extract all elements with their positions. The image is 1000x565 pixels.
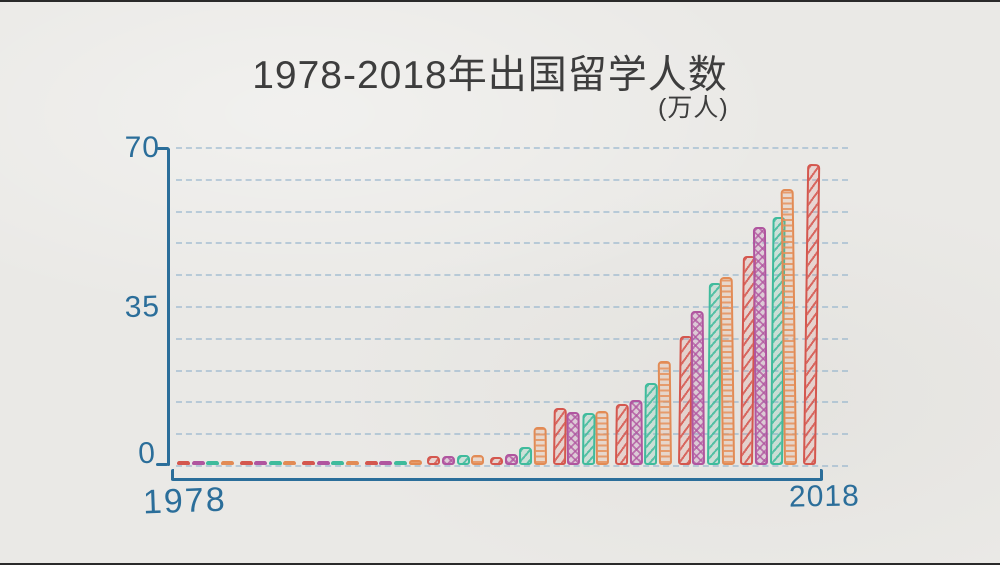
gridline-63 (176, 178, 848, 181)
bar-1992 (394, 460, 408, 466)
unit-label: (万人) (658, 94, 729, 122)
y-tick-label-70: 70 (124, 131, 160, 164)
bar-2005 (595, 410, 610, 466)
bar-1989 (345, 460, 359, 466)
bar-2002 (552, 407, 567, 466)
bar-1991 (379, 460, 393, 466)
x-axis-bracket (171, 469, 823, 481)
screenshot-top-edge (0, 0, 1000, 2)
bar-2006 (615, 403, 630, 466)
bar-2000 (519, 446, 533, 466)
y-tick-label-0: 0 (137, 436, 157, 471)
y-tick-label-35: 35 (124, 289, 161, 325)
gridline-28 (176, 337, 848, 340)
bar-1978 (177, 460, 191, 466)
bar-2001 (533, 426, 547, 466)
bar-1983 (254, 460, 268, 466)
bar-1999 (504, 453, 518, 466)
bar-2003 (566, 411, 581, 466)
gridline-35 (176, 306, 848, 308)
gridline-70 (176, 147, 848, 149)
bar-1979 (191, 460, 205, 466)
bar-2015 (752, 226, 768, 466)
bar-1987 (316, 460, 330, 466)
bar-2017 (780, 188, 798, 466)
bar-1993 (408, 459, 422, 466)
x-label-end: 2018 (788, 479, 861, 514)
x-label-start: 1978 (142, 480, 228, 522)
gridline-14 (176, 401, 848, 404)
bar-1984 (268, 460, 282, 466)
gridline-56 (176, 210, 848, 213)
bar-1990 (364, 460, 378, 466)
bar-2004 (581, 412, 596, 466)
gridline-7 (176, 433, 848, 436)
bar-1988 (331, 460, 345, 466)
bar-2009 (657, 360, 672, 466)
bar-1985 (283, 460, 297, 466)
bar-2018 (803, 163, 821, 466)
bar-1986 (302, 460, 316, 466)
bar-1995 (441, 455, 455, 466)
bar-2013 (719, 276, 735, 466)
y-axis-line (167, 148, 170, 466)
bar-1982 (239, 460, 253, 466)
y-axis-bottom-tick (156, 463, 168, 466)
y-axis-top-tick (157, 147, 169, 150)
bar-1997 (471, 454, 485, 466)
gridline-42 (176, 274, 848, 277)
bar-1994 (427, 455, 441, 466)
gridline-21 (176, 369, 848, 372)
bar-1980 (206, 460, 220, 466)
bar-2007 (629, 399, 643, 466)
screenshot-bottom-edge (0, 563, 1000, 565)
bar-1981 (220, 460, 234, 466)
chart-title: 1978-2018年出国留学人数 (252, 54, 728, 97)
bar-2011 (691, 310, 706, 466)
bar-1998 (490, 456, 504, 466)
gridline-49 (176, 242, 848, 245)
bar-2008 (644, 382, 659, 466)
bar-1996 (456, 454, 470, 466)
gridline-0 (176, 465, 848, 467)
